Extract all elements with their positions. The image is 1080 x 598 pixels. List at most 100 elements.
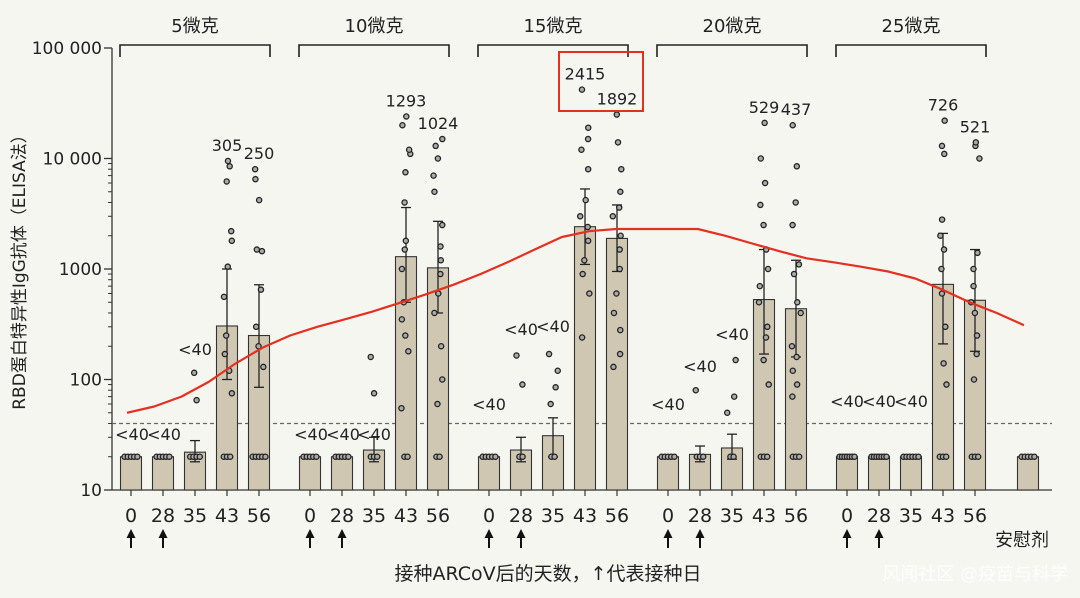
data-point <box>942 323 949 331</box>
data-point <box>253 246 261 253</box>
group-bracket <box>119 44 271 57</box>
data-point <box>373 453 381 460</box>
data-point <box>402 237 410 245</box>
data-point <box>134 453 141 460</box>
data-label: 305 <box>212 136 243 155</box>
points-layer <box>121 86 1038 460</box>
data-point <box>760 221 767 229</box>
data-point <box>401 199 408 206</box>
data-label: 437 <box>781 100 812 119</box>
x-tick-label: 35 <box>899 505 923 527</box>
data-point <box>795 261 803 268</box>
bar <box>605 237 629 491</box>
x-tick-label: 56 <box>426 505 450 527</box>
data-point <box>584 237 592 245</box>
data-point <box>221 350 229 358</box>
data-point <box>617 232 624 239</box>
data-point <box>788 342 796 350</box>
data-label: <40 <box>504 320 538 339</box>
dose-arrow-head <box>126 529 136 538</box>
data-point <box>545 350 553 358</box>
data-label: <40 <box>178 340 212 359</box>
data-point <box>166 453 173 460</box>
data-point <box>437 270 444 278</box>
dose-arrow-head <box>516 529 526 538</box>
data-point <box>405 348 412 355</box>
bar <box>119 456 143 491</box>
y-tick-label: 10 000 <box>43 150 102 170</box>
data-label: <40 <box>147 425 181 444</box>
data-point <box>582 196 589 204</box>
data-point <box>755 299 763 306</box>
x-tick-label: 0 <box>841 505 853 527</box>
data-point <box>434 400 441 408</box>
bars-layer <box>119 188 1040 491</box>
data-point <box>255 196 263 204</box>
placebo-label: 安慰剂 <box>995 530 1049 551</box>
x-tick-label: 43 <box>752 505 776 527</box>
data-label: 529 <box>749 98 780 117</box>
data-point <box>974 249 981 257</box>
data-point <box>970 265 977 273</box>
x-tick-label: 35 <box>362 505 386 527</box>
data-point <box>938 290 946 297</box>
data-point <box>226 453 234 460</box>
x-tick-label: 0 <box>662 505 674 527</box>
data-point <box>760 356 767 364</box>
data-point <box>220 293 228 301</box>
data-point <box>793 163 801 170</box>
data-point <box>439 221 446 229</box>
data-point <box>795 453 803 460</box>
bar <box>899 456 923 491</box>
data-label: 521 <box>960 117 991 136</box>
x-tick-label: 35 <box>183 505 207 527</box>
data-point <box>883 453 890 460</box>
data-point <box>764 323 771 331</box>
data-label: 250 <box>244 144 275 163</box>
dose-arrow-head <box>158 529 168 538</box>
data-point <box>972 139 980 146</box>
data-point <box>367 353 374 361</box>
data-point <box>345 453 352 460</box>
data-point <box>405 146 413 154</box>
data-point <box>671 453 678 460</box>
data-label: <40 <box>472 395 506 414</box>
data-point <box>399 121 406 129</box>
data-label: <40 <box>830 392 864 411</box>
data-point <box>797 309 804 317</box>
data-point <box>251 165 259 173</box>
data-point <box>790 270 798 278</box>
y-tick-label: 100 000 <box>32 39 102 59</box>
bar <box>656 456 680 491</box>
data-point <box>439 135 446 143</box>
x-tick-label: 28 <box>509 505 533 527</box>
data-point <box>436 453 443 460</box>
data-point <box>437 342 445 350</box>
data-point <box>730 453 737 460</box>
watermark: 风闻社区 @疫苗与科学 <box>882 564 1068 585</box>
data-label: <40 <box>326 425 360 444</box>
data-point <box>404 453 411 460</box>
data-point <box>252 323 260 331</box>
data-point <box>547 400 554 408</box>
y-tick-label: 100 <box>70 371 102 391</box>
data-point <box>616 326 624 334</box>
dose-arrow-head <box>484 529 494 538</box>
dose-arrow-head <box>874 529 884 538</box>
x-tick-label: 28 <box>688 505 712 527</box>
data-point <box>586 290 593 297</box>
data-point <box>430 172 437 179</box>
data-point <box>370 390 378 397</box>
x-tick-label: 28 <box>330 505 354 527</box>
x-tick-label: 56 <box>784 505 808 527</box>
data-point <box>789 393 796 400</box>
data-point <box>513 352 520 359</box>
data-point <box>260 363 267 371</box>
y-tick-label: 10 <box>80 481 102 501</box>
data-point <box>578 146 585 154</box>
data-point <box>971 309 979 317</box>
data-point <box>224 157 232 165</box>
